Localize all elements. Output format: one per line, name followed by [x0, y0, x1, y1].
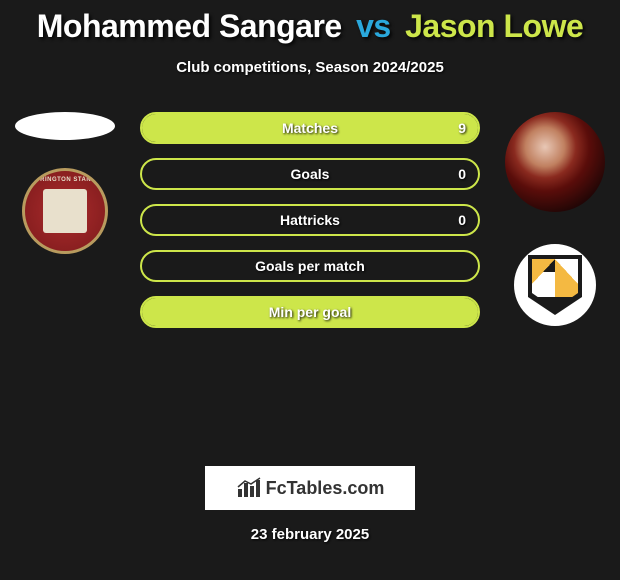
stat-row: Min per goal: [140, 296, 480, 328]
player1-club-badge-text: ACCRINGTON STANLEY: [25, 177, 105, 183]
stat-row: Hattricks0: [140, 204, 480, 236]
player2-column: [500, 112, 610, 328]
stat-value-player2: 0: [458, 166, 466, 182]
comparison-title: Mohammed Sangare vs Jason Lowe: [0, 0, 620, 45]
stat-fill-player2: [142, 298, 478, 326]
player1-name: Mohammed Sangare: [37, 8, 342, 44]
bar-chart-icon: [236, 477, 262, 499]
stat-row: Goals per match: [140, 250, 480, 282]
stat-row: Goals0: [140, 158, 480, 190]
player1-club-badge: ACCRINGTON STANLEY: [22, 168, 108, 254]
stat-label: Goals per match: [142, 258, 478, 274]
brand-box: FcTables.com: [205, 466, 415, 510]
stat-label: Hattricks: [142, 212, 478, 228]
player2-name: Jason Lowe: [405, 8, 583, 44]
stat-value-player2: 9: [458, 120, 466, 136]
stats-list: Matches9Goals0Hattricks0Goals per matchM…: [140, 112, 480, 342]
vs-text: vs: [356, 8, 391, 44]
player2-club-badge: [512, 242, 598, 328]
player2-photo: [505, 112, 605, 212]
player1-column: ACCRINGTON STANLEY: [10, 112, 120, 254]
subtitle: Club competitions, Season 2024/2025: [0, 59, 620, 76]
comparison-panel: ACCRINGTON STANLEY Matches9Goals0Hattric…: [0, 112, 620, 412]
player1-photo: [15, 112, 115, 140]
stat-fill-player2: [142, 114, 478, 142]
stat-value-player2: 0: [458, 212, 466, 228]
footer-date: 23 february 2025: [0, 526, 620, 543]
brand-text: FcTables.com: [266, 478, 385, 499]
stat-label: Goals: [142, 166, 478, 182]
stat-row: Matches9: [140, 112, 480, 144]
shield-icon: [528, 255, 582, 315]
